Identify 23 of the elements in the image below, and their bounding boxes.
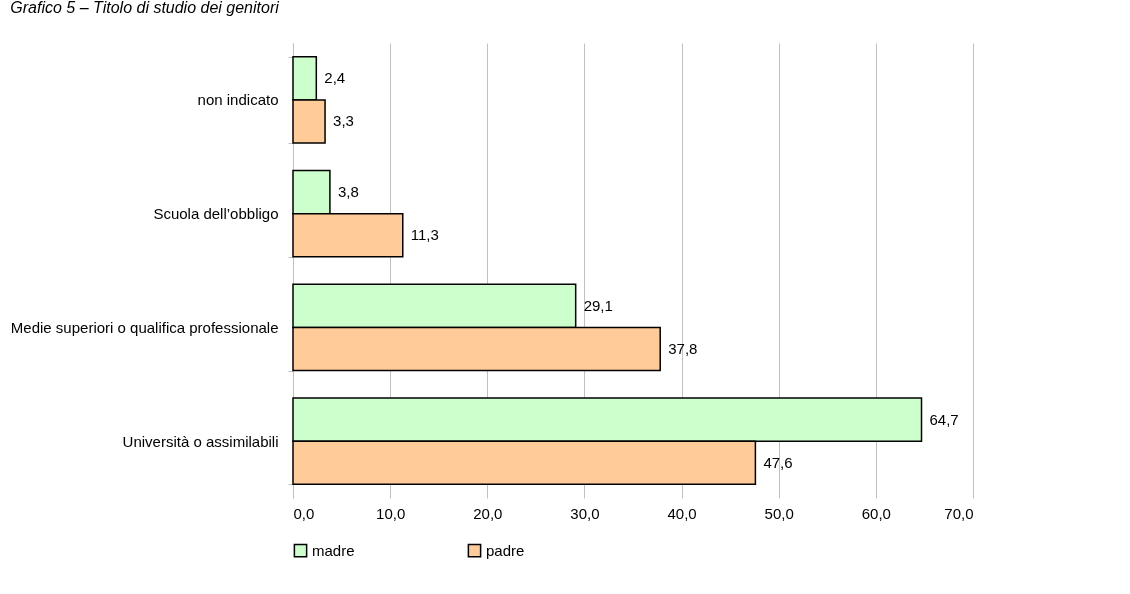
y-tick-label: non indicato [197, 91, 279, 109]
y-tick-label: Medie superiori o qualifica professionale [10, 318, 279, 336]
x-tick-label: 20,0 [473, 504, 503, 522]
x-tick-label: 10,0 [376, 504, 406, 522]
data-label: 47,6 [763, 453, 793, 471]
data-label: 3,3 [333, 112, 354, 130]
data-label: 2,4 [324, 69, 346, 87]
x-tick-label: 70,0 [944, 504, 974, 522]
x-tick-label: 60,0 [861, 504, 891, 522]
text: Grafico 5 – Titolo di studio dei genitori [10, 0, 280, 16]
data-label: 3,8 [337, 183, 359, 201]
x-tick-label: 40,0 [667, 504, 697, 522]
data-label: 11,3 [410, 226, 439, 244]
x-tick-label: 50,0 [764, 504, 794, 522]
y-tick-label: Scuola dell’obbligo [153, 205, 279, 223]
data-label: 37,8 [668, 339, 698, 357]
data-label: 29,1 [583, 296, 613, 314]
legend-label: madre [312, 541, 355, 559]
data-label: 64,7 [929, 410, 959, 428]
x-tick-label: 0,0 [293, 504, 315, 522]
legend-label: padre [486, 541, 525, 559]
y-tick-label: Università o assimilabili [122, 432, 279, 450]
x-tick-label: 30,0 [570, 504, 600, 522]
